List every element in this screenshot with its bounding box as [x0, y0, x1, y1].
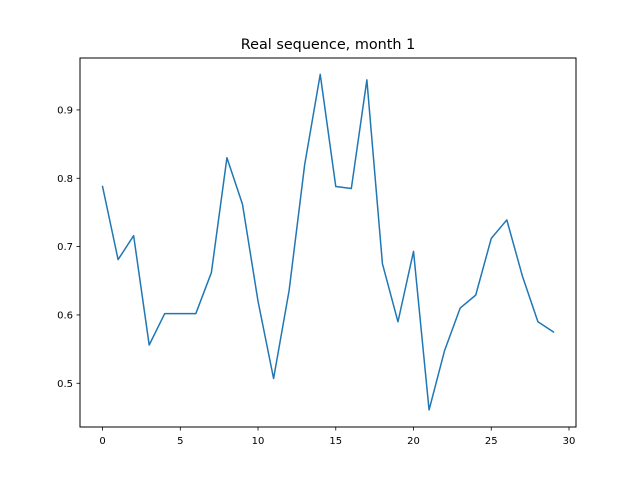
x-tick-label: 15: [329, 436, 342, 447]
x-tick-label: 0: [99, 436, 105, 447]
chart-title: Real sequence, month 1: [241, 37, 416, 53]
y-tick-label: 0.5: [57, 379, 73, 390]
x-tick-label: 10: [252, 436, 265, 447]
x-tick-label: 20: [407, 436, 420, 447]
x-tick-label: 5: [177, 436, 183, 447]
y-tick-label: 0.6: [57, 310, 73, 321]
y-tick-label: 0.8: [57, 174, 73, 185]
y-tick-label: 0.9: [57, 105, 73, 116]
x-tick-label: 30: [563, 436, 576, 447]
y-tick-label: 0.7: [57, 242, 73, 253]
x-tick-label: 25: [485, 436, 498, 447]
